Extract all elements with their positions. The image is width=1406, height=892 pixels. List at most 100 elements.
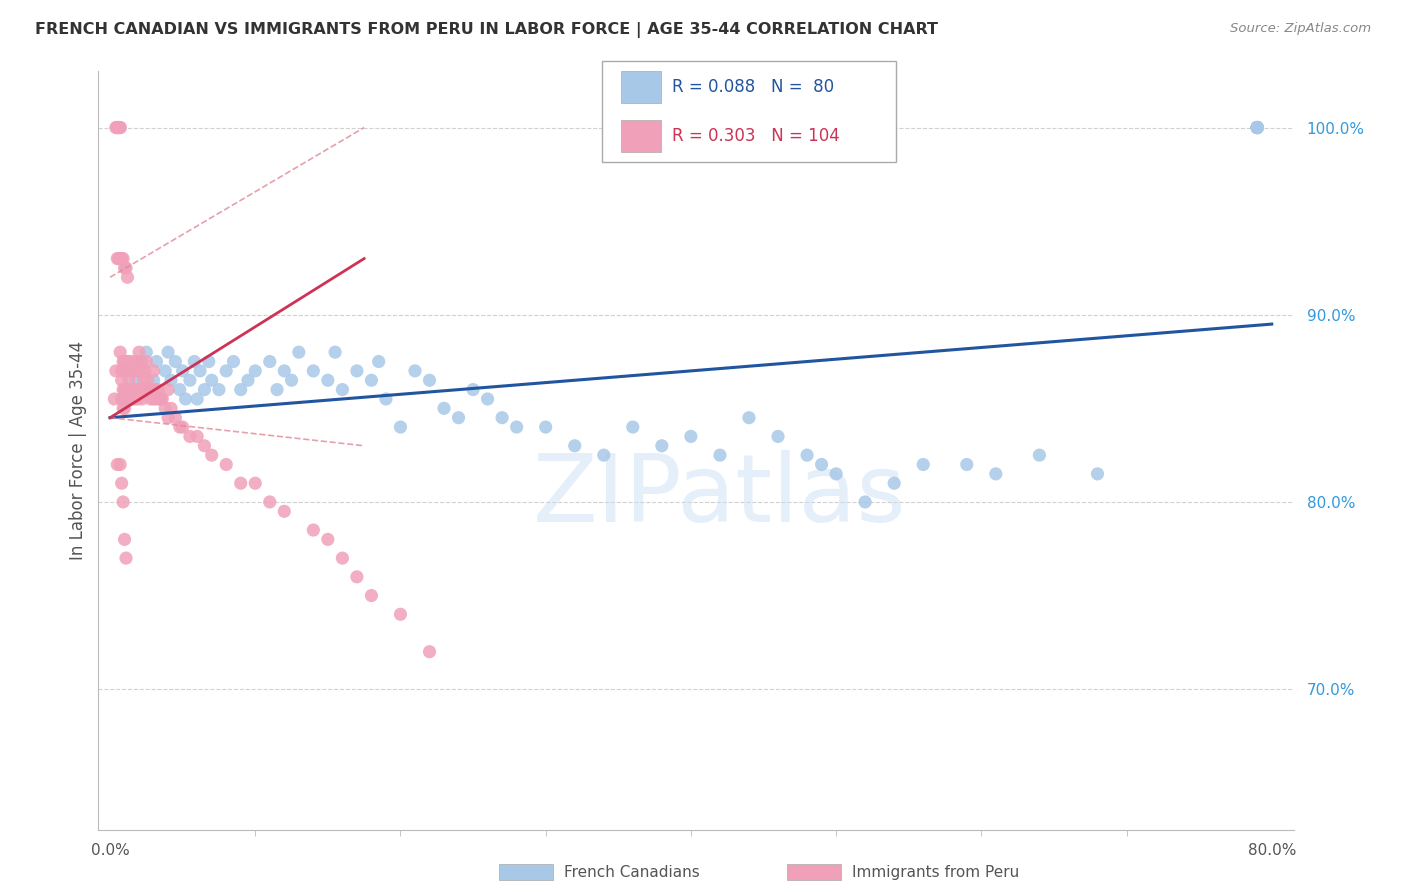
Point <box>738 410 761 425</box>
Point <box>121 354 143 368</box>
Point <box>127 392 149 406</box>
Point <box>149 392 172 406</box>
Point <box>125 383 148 397</box>
Point <box>259 354 281 368</box>
Point <box>316 533 339 547</box>
Point <box>129 383 152 397</box>
Point <box>491 410 513 425</box>
Point <box>346 570 368 584</box>
Point <box>128 364 150 378</box>
Point <box>766 429 789 443</box>
Point <box>146 383 169 397</box>
Point <box>111 392 134 406</box>
Point <box>141 383 163 397</box>
Point <box>1246 120 1268 135</box>
Point <box>534 420 557 434</box>
Point <box>121 364 143 378</box>
Text: Source: ZipAtlas.com: Source: ZipAtlas.com <box>1230 22 1371 36</box>
Point <box>169 383 191 397</box>
Text: ZIPatlas: ZIPatlas <box>533 450 907 542</box>
Point <box>139 392 162 406</box>
Point <box>505 420 527 434</box>
Point <box>143 383 166 397</box>
Point <box>149 392 172 406</box>
Point <box>121 392 143 406</box>
Point <box>111 373 134 387</box>
Point <box>651 439 673 453</box>
Point <box>433 401 456 416</box>
Point <box>215 458 238 472</box>
Point <box>114 401 136 416</box>
Point <box>273 364 295 378</box>
Point <box>179 429 201 443</box>
Point <box>222 354 245 368</box>
Point <box>112 495 135 509</box>
Point <box>236 373 259 387</box>
Point <box>186 392 208 406</box>
Point <box>288 345 311 359</box>
Point <box>1246 120 1268 135</box>
Point <box>1246 120 1268 135</box>
Point <box>115 364 138 378</box>
Point <box>956 458 979 472</box>
Point <box>259 495 281 509</box>
Point <box>117 270 139 285</box>
Point <box>127 364 149 378</box>
Point <box>142 392 165 406</box>
Point <box>912 458 935 472</box>
Point <box>1246 120 1268 135</box>
Point <box>124 392 146 406</box>
Point <box>135 354 157 368</box>
Point <box>346 364 368 378</box>
Point <box>105 120 128 135</box>
Point <box>115 260 138 275</box>
Point <box>111 364 134 378</box>
Point <box>142 373 165 387</box>
Point <box>461 383 484 397</box>
Point <box>115 354 138 368</box>
Point <box>853 495 876 509</box>
Point <box>174 392 197 406</box>
Point <box>193 383 215 397</box>
Point <box>332 551 354 566</box>
Point <box>201 448 224 462</box>
Point <box>134 364 156 378</box>
Point <box>105 120 128 135</box>
Text: French Canadians: French Canadians <box>564 865 700 880</box>
Point <box>114 383 136 397</box>
Point <box>138 383 160 397</box>
Point <box>108 345 131 359</box>
Point <box>883 476 905 491</box>
Point <box>360 373 382 387</box>
Point <box>125 354 148 368</box>
Point <box>107 252 129 266</box>
Point <box>105 458 128 472</box>
Point <box>117 354 139 368</box>
Point <box>157 410 180 425</box>
Point <box>135 345 157 359</box>
Point <box>229 383 252 397</box>
Point <box>316 373 339 387</box>
Point <box>103 392 125 406</box>
Point <box>104 364 127 378</box>
Point <box>129 354 152 368</box>
Point <box>323 345 346 359</box>
Point <box>142 364 165 378</box>
Point <box>621 420 644 434</box>
Point <box>117 383 139 397</box>
Point <box>120 364 142 378</box>
Point <box>118 373 141 387</box>
Point <box>165 354 187 368</box>
Point <box>477 392 499 406</box>
Point <box>825 467 848 481</box>
Point <box>709 448 731 462</box>
Point <box>245 364 267 378</box>
Point <box>188 364 211 378</box>
Point <box>1246 120 1268 135</box>
Point <box>122 383 145 397</box>
Point <box>128 383 150 397</box>
Point <box>266 383 288 397</box>
Point <box>208 383 231 397</box>
Point <box>105 252 128 266</box>
Point <box>111 392 134 406</box>
